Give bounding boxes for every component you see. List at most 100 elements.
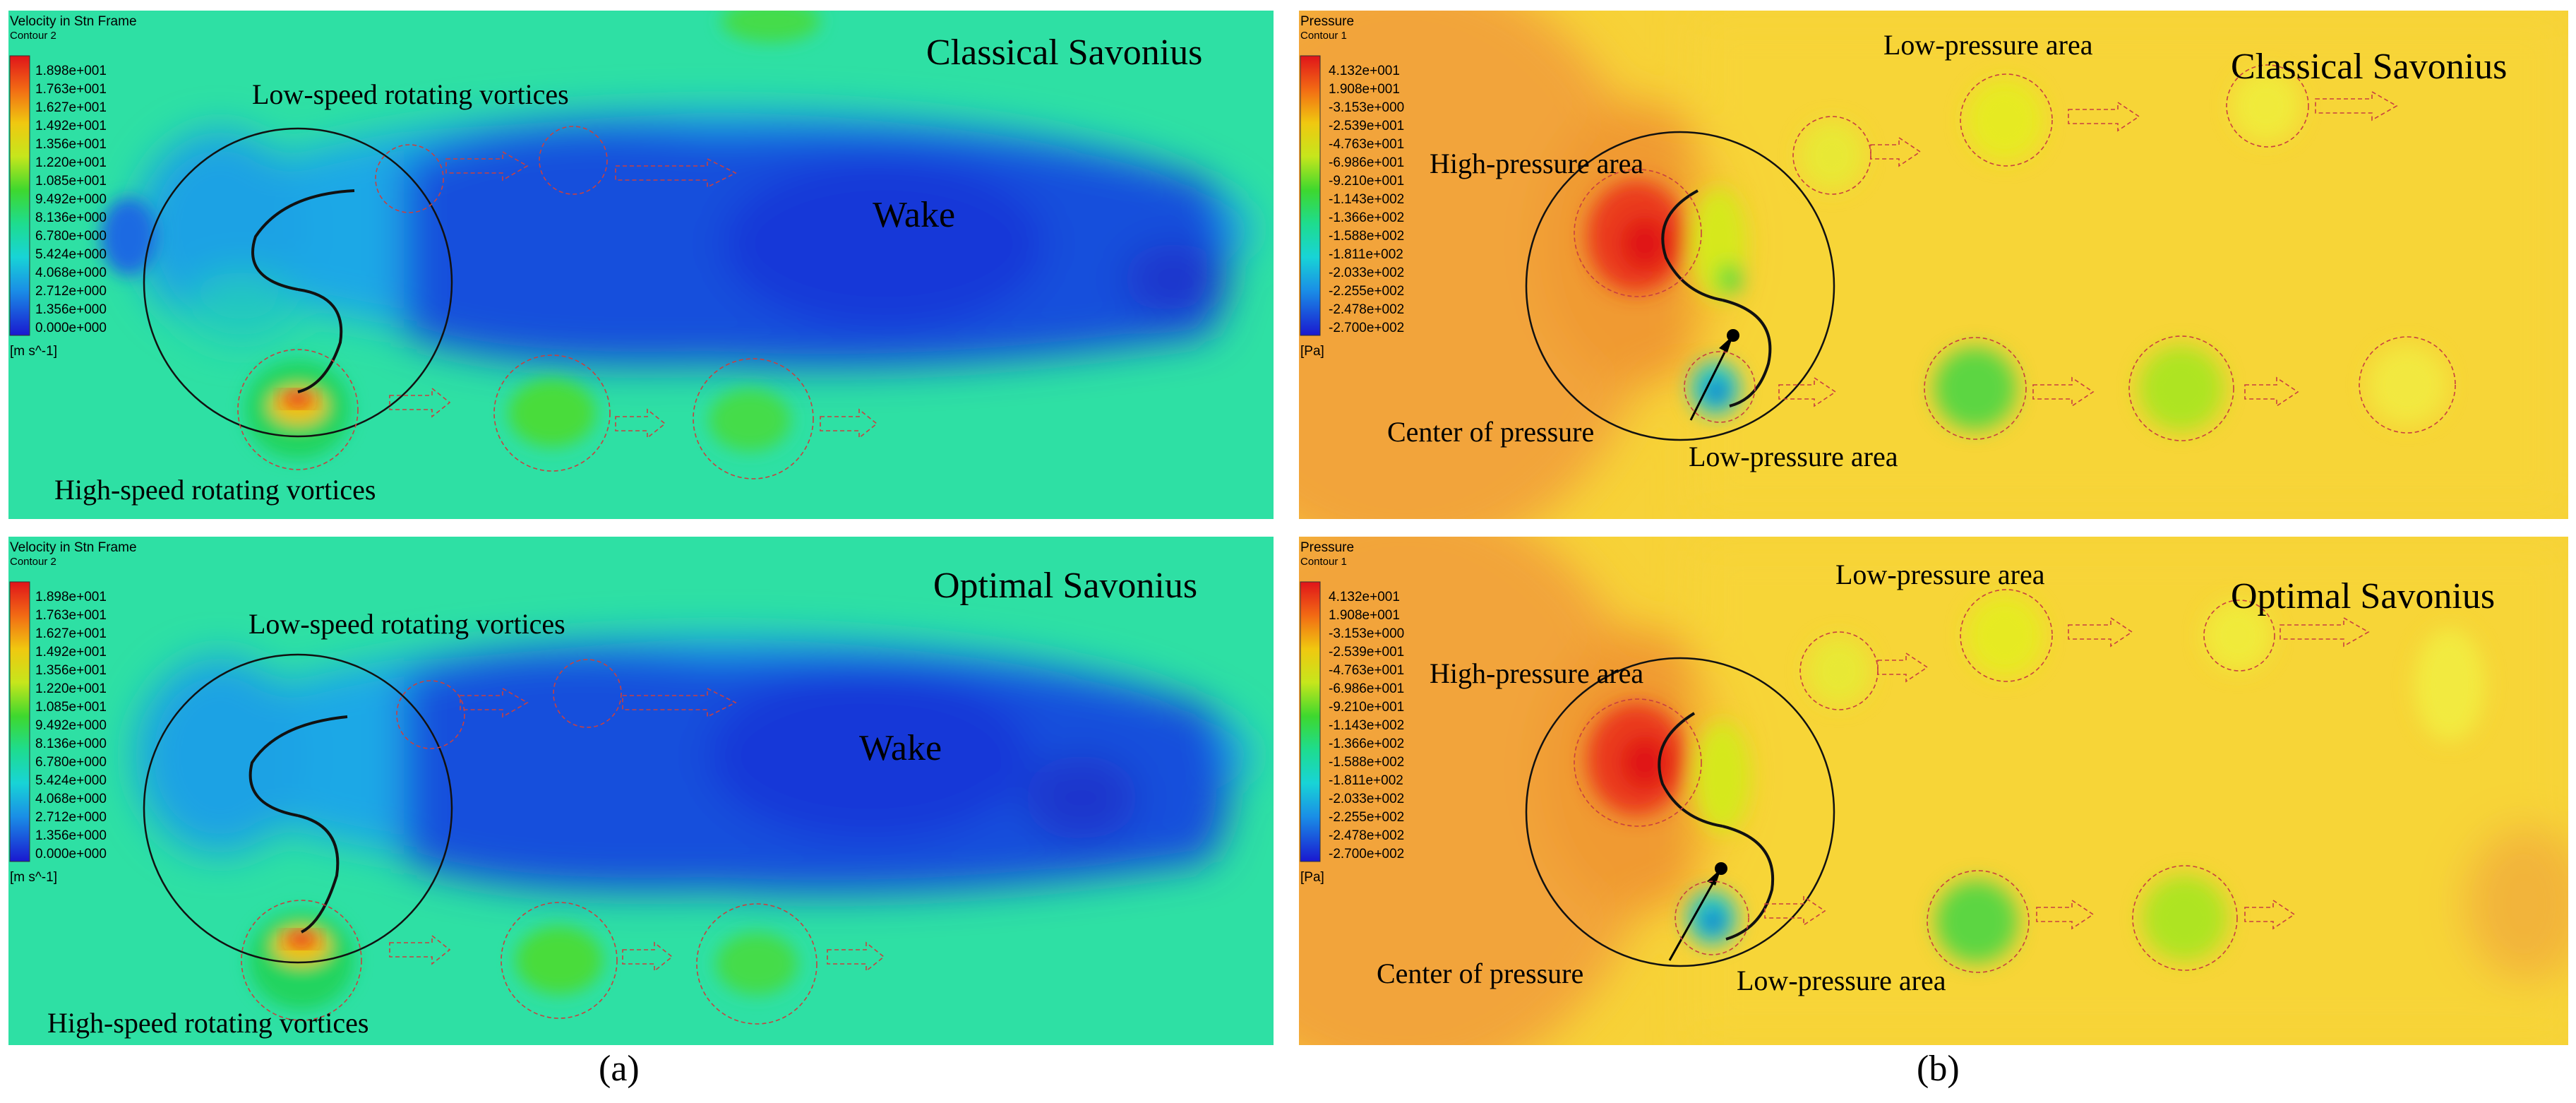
colorbar-tick: 1.492e+001 — [35, 119, 107, 133]
panel-a-top-velocity: Velocity in Stn Frame Contour 2 1.898e+0… — [8, 11, 1274, 519]
annotation-wake: Wake — [859, 728, 942, 768]
colorbar-tick: 8.136e+000 — [35, 210, 107, 225]
colorbar-tick: -2.033e+002 — [1329, 266, 1405, 280]
colorbar-title: Velocity in Stn Frame — [10, 540, 137, 555]
colorbar-tick: -2.539e+001 — [1329, 645, 1405, 660]
colorbar-subtitle: Contour 1 — [1300, 30, 1347, 42]
colorbar-tick: -2.539e+001 — [1329, 119, 1405, 133]
colorbar-subtitle: Contour 2 — [10, 30, 56, 42]
colorbar-tick: 1.898e+001 — [35, 64, 107, 78]
colorbar-tick: -3.153e+000 — [1329, 626, 1405, 641]
colorbar-tick: -3.153e+000 — [1329, 100, 1405, 115]
panel-a-bottom-velocity: Velocity in Stn Frame Contour 2 1.898e+0… — [8, 537, 1274, 1045]
colorbar-unit: [m s^-1] — [10, 344, 57, 359]
annotation-low-pressure-area-bottom: Low-pressure area — [1737, 965, 1946, 996]
colorbar-tick: 4.068e+000 — [35, 266, 107, 280]
colorbar-tick: -4.763e+001 — [1329, 663, 1405, 678]
velocity-contour-plot — [8, 537, 1274, 1045]
colorbar-tick: 1.492e+001 — [35, 645, 107, 660]
colorbar-tick: -9.210e+001 — [1329, 174, 1405, 189]
colorbar-tick: 4.132e+001 — [1329, 590, 1400, 604]
annotation-low-speed-vortices: Low-speed rotating vortices — [252, 78, 569, 110]
colorbar-title: Velocity in Stn Frame — [10, 14, 137, 29]
colorbar-tick: 1.356e+000 — [35, 302, 107, 317]
corner-label: Classical Savonius — [926, 32, 1203, 73]
colorbar-tick: -1.366e+002 — [1329, 737, 1405, 751]
colorbar-tick: 5.424e+000 — [35, 247, 107, 262]
colorbar-tick: 4.068e+000 — [35, 792, 107, 806]
colorbar-tick: 1.220e+001 — [35, 155, 107, 170]
colorbar-tick: 2.712e+000 — [35, 810, 107, 825]
colorbar-tick: 1.220e+001 — [35, 681, 107, 696]
annotation-center-of-pressure: Center of pressure — [1377, 958, 1584, 989]
colorbar-tick: -2.700e+002 — [1329, 847, 1405, 861]
annotation-high-pressure-area: High-pressure area — [1430, 148, 1644, 179]
colorbar-tick: -2.255e+002 — [1329, 284, 1405, 299]
annotation-wake: Wake — [873, 195, 956, 235]
colorbar-subtitle: Contour 2 — [10, 556, 56, 568]
colorbar-tick: -1.366e+002 — [1329, 210, 1405, 225]
panel-b-top-pressure: Pressure Contour 1 4.132e+001 1.908e+001… — [1299, 11, 2568, 519]
colorbar-tick: -2.255e+002 — [1329, 810, 1405, 825]
colorbar-tick: 0.000e+000 — [35, 321, 107, 335]
colorbar-tick: -9.210e+001 — [1329, 700, 1405, 715]
colorbar-tick: 1.356e+001 — [35, 663, 107, 678]
caption-a: (a) — [599, 1049, 640, 1089]
colorbar-tick: -4.763e+001 — [1329, 137, 1405, 152]
colorbar-tick: 0.000e+000 — [35, 847, 107, 861]
colorbar-tick: 4.132e+001 — [1329, 64, 1400, 78]
colorbar-tick: 2.712e+000 — [35, 284, 107, 299]
corner-label: Optimal Savonius — [2231, 576, 2496, 616]
colorbar-tick: -1.811e+002 — [1329, 247, 1403, 262]
colorbar-tick: 1.356e+001 — [35, 137, 107, 152]
colorbar-tick: 9.492e+000 — [35, 192, 107, 207]
pressure-contour-plot — [1299, 11, 2568, 519]
pressure-contour-plot — [1299, 537, 2568, 1045]
annotation-low-pressure-area-top: Low-pressure area — [1883, 29, 2093, 61]
colorbar-tick: 1.908e+001 — [1329, 82, 1400, 97]
colorbar-tick: -1.588e+002 — [1329, 229, 1405, 244]
colorbar-tick: -6.986e+001 — [1329, 155, 1405, 170]
colorbar-tick: 1.763e+001 — [35, 82, 107, 97]
caption-b: (b) — [1917, 1049, 1960, 1089]
colorbar-tick: 1.627e+001 — [35, 626, 107, 641]
colorbar-tick: -2.700e+002 — [1329, 321, 1405, 335]
colorbar-tick: 1.356e+000 — [35, 828, 107, 843]
velocity-colorbar — [9, 55, 30, 336]
colorbar-tick: 1.908e+001 — [1329, 608, 1400, 623]
colorbar-tick: -6.986e+001 — [1329, 681, 1405, 696]
colorbar-tick: 6.780e+000 — [35, 755, 107, 770]
colorbar-tick: 5.424e+000 — [35, 773, 107, 788]
colorbar-tick: -2.478e+002 — [1329, 302, 1405, 317]
colorbar-title: Pressure — [1300, 540, 1355, 555]
pressure-colorbar — [1300, 581, 1321, 862]
corner-label: Optimal Savonius — [933, 566, 1198, 606]
annotation-low-pressure-area-top: Low-pressure area — [1835, 559, 2045, 590]
annotation-low-pressure-area-bottom: Low-pressure area — [1689, 441, 1898, 472]
annotation-low-speed-vortices: Low-speed rotating vortices — [248, 608, 565, 640]
colorbar-tick: 9.492e+000 — [35, 718, 107, 733]
colorbar-tick: -1.143e+002 — [1329, 718, 1405, 733]
colorbar-tick: -1.143e+002 — [1329, 192, 1405, 207]
colorbar-tick: 1.627e+001 — [35, 100, 107, 115]
colorbar-unit: [Pa] — [1300, 344, 1324, 359]
pressure-colorbar — [1300, 55, 1321, 336]
colorbar-unit: [m s^-1] — [10, 870, 57, 885]
annotation-high-speed-vortices: High-speed rotating vortices — [47, 1007, 369, 1039]
colorbar-subtitle: Contour 1 — [1300, 556, 1347, 568]
colorbar-tick: -2.478e+002 — [1329, 828, 1405, 843]
annotation-high-pressure-area: High-pressure area — [1430, 657, 1644, 689]
velocity-contour-plot — [8, 11, 1274, 519]
corner-label: Classical Savonius — [2231, 47, 2508, 87]
colorbar-tick: 1.898e+001 — [35, 590, 107, 604]
annotation-high-speed-vortices: High-speed rotating vortices — [54, 474, 376, 506]
colorbar-tick: 8.136e+000 — [35, 737, 107, 751]
annotation-center-of-pressure: Center of pressure — [1387, 416, 1595, 448]
colorbar-tick: 1.085e+001 — [35, 700, 107, 715]
colorbar-tick: 1.763e+001 — [35, 608, 107, 623]
colorbar-tick: -1.811e+002 — [1329, 773, 1403, 788]
colorbar-tick: -2.033e+002 — [1329, 792, 1405, 806]
panel-b-bottom-pressure: Pressure Contour 1 4.132e+001 1.908e+001… — [1299, 537, 2568, 1045]
colorbar-tick: -1.588e+002 — [1329, 755, 1405, 770]
colorbar-title: Pressure — [1300, 14, 1355, 29]
